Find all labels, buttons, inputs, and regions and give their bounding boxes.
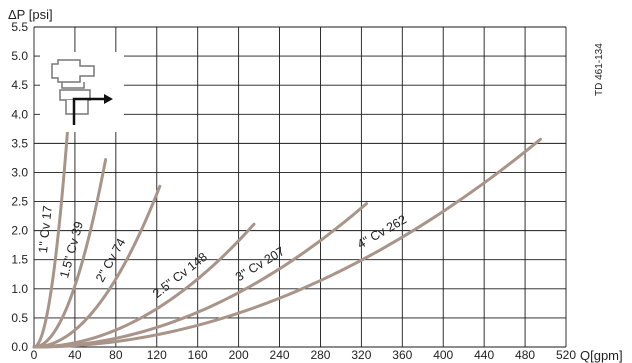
curve-label: 4" Cv 262 — [355, 212, 409, 251]
document-code: TD 461-134 — [594, 43, 605, 96]
grid — [33, 26, 567, 348]
y-tick-label: 2.0 — [11, 224, 28, 238]
curve-label: 2" Cv 74 — [93, 236, 128, 284]
y-tick-label: 5.0 — [11, 49, 28, 63]
tick-labels: 0 40 80 120 160 200 240 280 320 360 400 440 480 520 0.… — [11, 20, 576, 362]
x-tick-label: 400 — [433, 348, 453, 362]
y-tick-label: 4.0 — [11, 107, 28, 121]
flow-curves — [32, 112, 542, 349]
curve-1-5in — [32, 158, 108, 349]
x-tick-label: 240 — [270, 348, 290, 362]
curve-label: 3" Cv 207 — [233, 244, 287, 284]
x-tick-label: 280 — [310, 348, 330, 362]
x-tick-label: 40 — [68, 348, 82, 362]
x-tick-label: 520 — [556, 348, 576, 362]
x-tick-label: 440 — [474, 348, 494, 362]
curve-1in — [32, 112, 71, 349]
y-tick-label: 0.5 — [11, 311, 28, 325]
curve-2-5in — [32, 222, 256, 349]
x-tick-label: 480 — [515, 348, 535, 362]
curve-2in — [32, 184, 162, 349]
x-tick-label: 80 — [109, 348, 123, 362]
curve-label: 1.5" Cv 39 — [57, 220, 86, 280]
y-tick-label: 0.0 — [11, 340, 28, 354]
y-tick-label: 4.5 — [11, 78, 28, 92]
y-tick-label: 1.5 — [11, 253, 28, 267]
y-tick-label: 2.5 — [11, 195, 28, 209]
y-tick-label: 1.0 — [11, 282, 28, 296]
x-tick-label: 200 — [229, 348, 249, 362]
x-tick-label: 160 — [188, 348, 208, 362]
valve-schematic-icon — [40, 52, 124, 132]
curve-label: 1" Cv 17 — [36, 205, 55, 254]
x-tick-label: 360 — [392, 348, 412, 362]
y-tick-label: 3.0 — [11, 165, 28, 179]
x-tick-label: 320 — [351, 348, 371, 362]
y-tick-label: 3.5 — [11, 136, 28, 150]
y-tick-label: 5.5 — [11, 20, 28, 34]
x-tick-label: 0 — [31, 348, 38, 362]
curve-4in — [32, 137, 542, 349]
x-tick-label: 120 — [147, 348, 167, 362]
x-axis-title: Q[gpm] — [580, 348, 623, 363]
y-axis-title: ΔP [psi] — [8, 7, 53, 22]
